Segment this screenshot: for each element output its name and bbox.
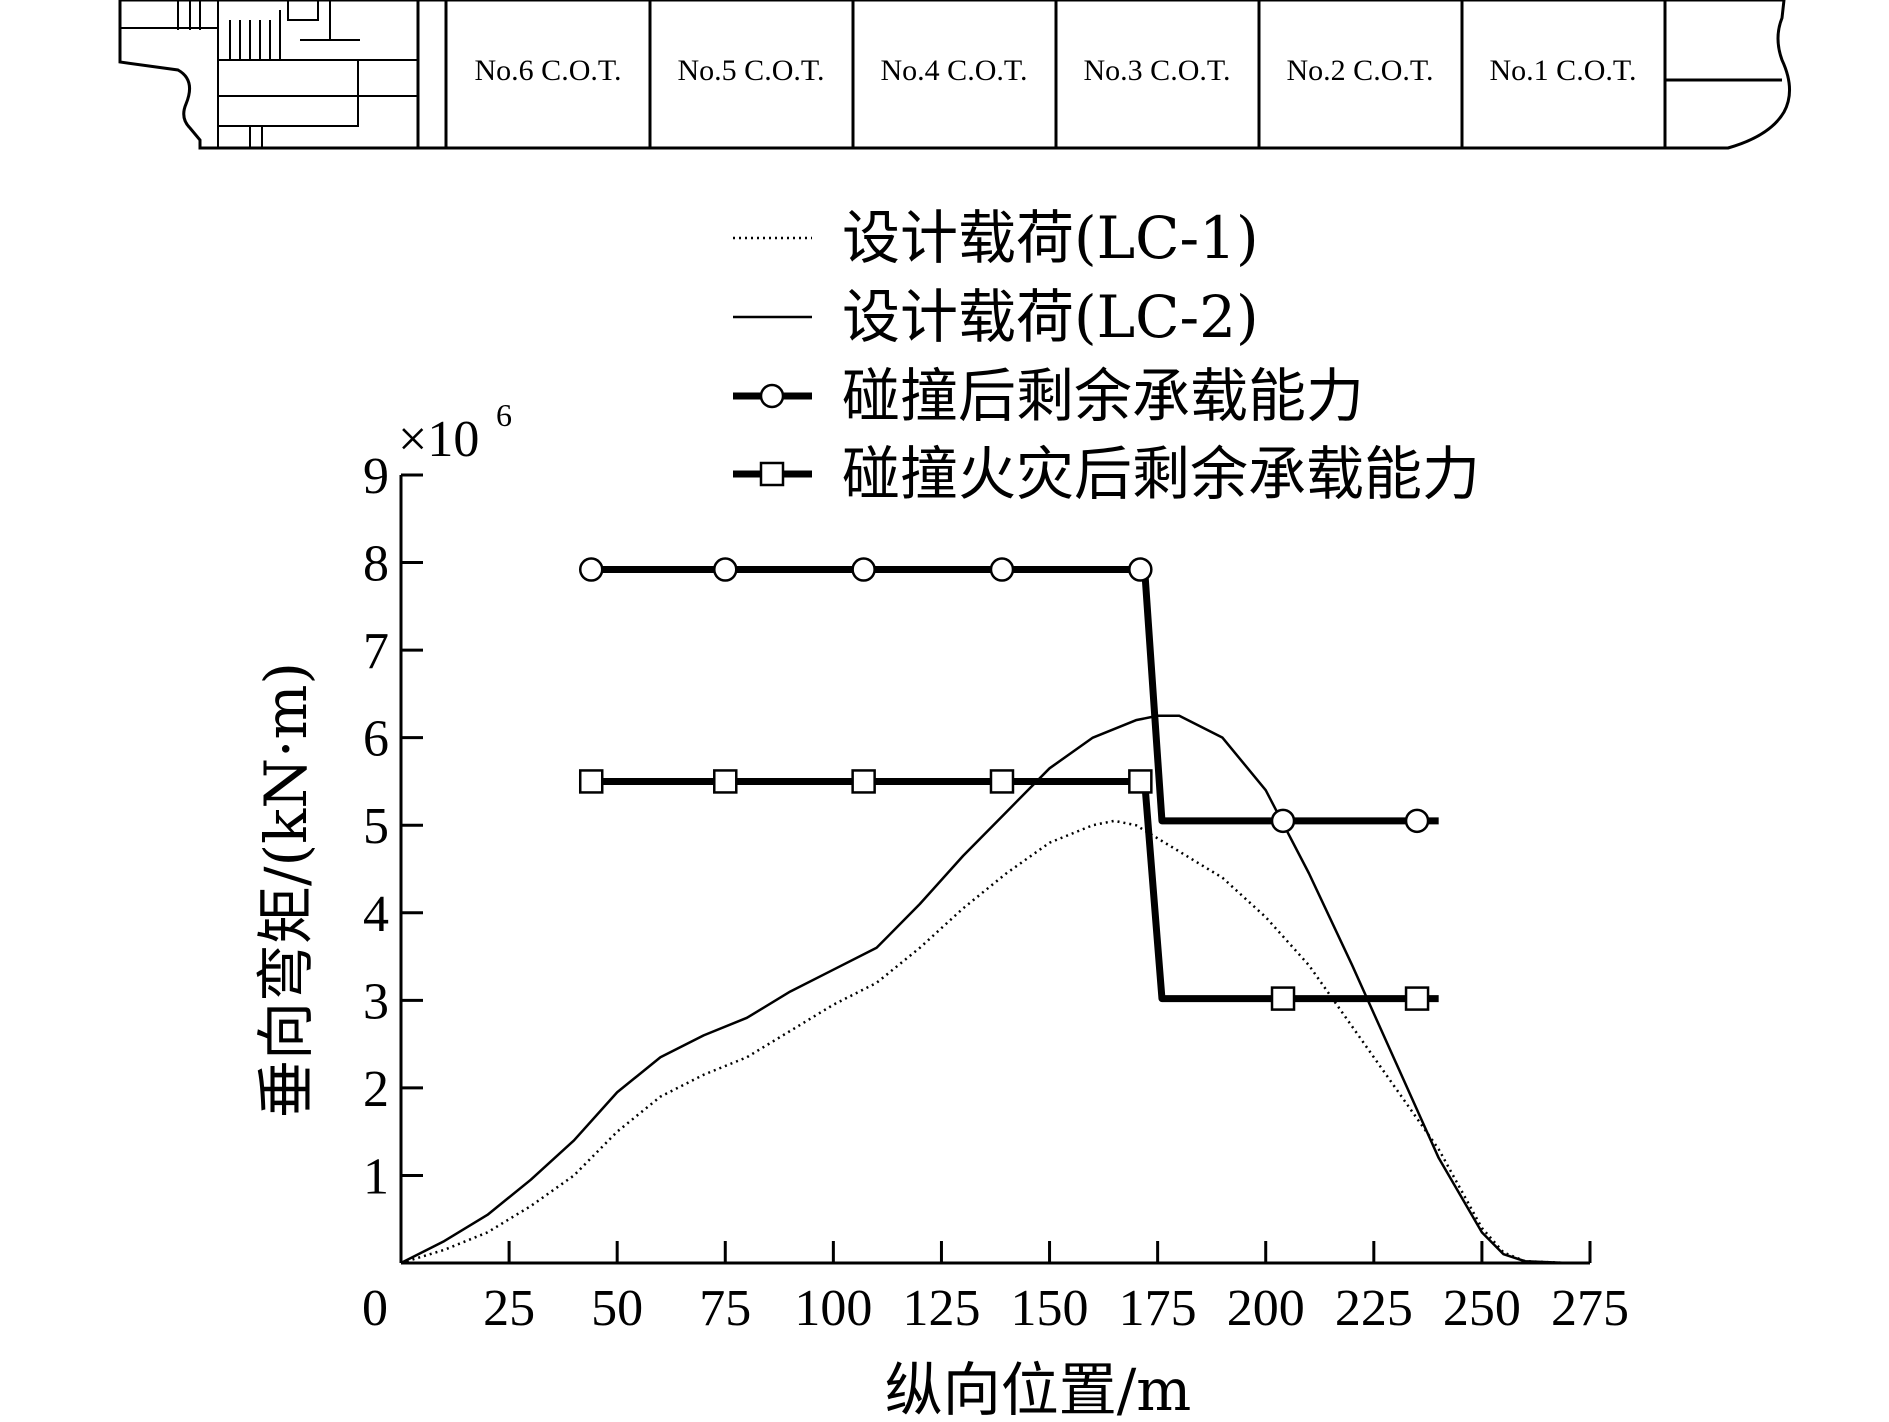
x-tick-label: 200: [1227, 1280, 1305, 1337]
circle-marker: [713, 557, 738, 582]
tank-labels: No.6 C.O.T. No.5 C.O.T. No.4 C.O.T. No.3 C.…: [475, 54, 1637, 87]
legend-label: 设计载荷(LC-1): [842, 204, 1259, 272]
legend-label: 碰撞火灾后剩余承载能力: [842, 440, 1480, 508]
legend-label: 碰撞后剩余承载能力: [842, 362, 1364, 430]
ship-profile-diagram: No.6 C.O.T. No.5 C.O.T. No.4 C.O.T. No.3 C.…: [118, 0, 1791, 150]
y-tick-label: 5: [363, 798, 389, 855]
y-multiplier: ×10 6: [398, 397, 512, 468]
x-tick-label: 150: [1011, 1280, 1089, 1337]
legend-circle-marker: [759, 383, 785, 409]
square-marker: [1270, 986, 1296, 1011]
series-3: [578, 557, 1439, 834]
x-tick-label: 250: [1443, 1280, 1521, 1337]
y-tick-label: 1: [363, 1148, 389, 1205]
series-line: [400, 714, 1569, 1265]
y-tick-label: 4: [363, 886, 389, 943]
x-axis-ticks: 25 50 75 100 125 150 175 200 225 250 275 0: [362, 1241, 1629, 1337]
x-tick-label: 125: [902, 1280, 980, 1337]
circle-marker: [1404, 808, 1430, 834]
legend-item: 碰撞后剩余承载能力: [733, 362, 1364, 430]
square-marker: [1128, 769, 1153, 794]
legend-item: 碰撞火灾后剩余承载能力: [733, 440, 1480, 508]
x-tick-label: 50: [591, 1280, 643, 1337]
y-tick-label: 6: [363, 711, 389, 768]
circle-marker: [1128, 557, 1153, 582]
engine-room-detail: [120, 0, 419, 148]
square-marker: [851, 769, 876, 794]
series-1: [400, 819, 1569, 1265]
x-tick-label: 175: [1119, 1280, 1197, 1337]
x-axis-title: 纵向位置/m: [885, 1356, 1192, 1422]
series-line: [400, 819, 1569, 1265]
tank-label: No.6 C.O.T.: [475, 54, 622, 87]
y-multiplier-exponent: 6: [496, 397, 512, 433]
x-tick-label: 225: [1335, 1280, 1413, 1337]
legend-item: 设计载荷(LC-1): [733, 204, 1259, 272]
series-group: [400, 557, 1569, 1265]
square-marker: [713, 769, 738, 794]
x-tick-label: 100: [794, 1280, 872, 1337]
y-tick-label: 9: [363, 448, 389, 505]
y-multiplier-base: ×10: [398, 411, 479, 468]
tank-label: No.3 C.O.T.: [1084, 54, 1231, 87]
tank-label: No.2 C.O.T.: [1287, 54, 1434, 87]
legend-item: 设计载荷(LC-2): [733, 283, 1259, 351]
circle-marker: [989, 557, 1015, 582]
x-tick-label: 75: [699, 1280, 751, 1337]
circle-marker: [851, 557, 876, 582]
axes: [399, 475, 1590, 1265]
tank-label: No.1 C.O.T.: [1490, 54, 1637, 87]
tank-bulkheads: [416, 0, 1782, 148]
square-marker: [578, 769, 604, 794]
x-tick-label: 25: [483, 1280, 535, 1337]
square-marker: [1404, 986, 1430, 1011]
x-tick-label: 275: [1551, 1280, 1629, 1337]
series-4: [578, 769, 1439, 1011]
series-line: [591, 777, 1439, 1003]
y-axis-title: 垂向弯矩/(kN·m): [252, 662, 320, 1118]
circle-marker: [578, 557, 604, 582]
y-tick-label: 7: [363, 623, 389, 680]
tank-label: No.4 C.O.T.: [881, 54, 1028, 87]
y-tick-label: 3: [363, 973, 389, 1030]
ship-hull-outline: [118, 0, 1791, 150]
y-tick-label: 2: [363, 1061, 389, 1118]
tank-label: No.5 C.O.T.: [678, 54, 825, 87]
series-2: [400, 714, 1569, 1265]
y-tick-label: 8: [363, 536, 389, 593]
square-marker: [989, 769, 1015, 794]
legend-square-marker: [759, 461, 785, 487]
y-axis-ticks: 1 2 3 4 5 6 7 8 9: [363, 448, 423, 1205]
origin-label: 0: [362, 1280, 388, 1337]
legend-label: 设计载荷(LC-2): [842, 283, 1259, 351]
circle-marker: [1270, 808, 1296, 834]
